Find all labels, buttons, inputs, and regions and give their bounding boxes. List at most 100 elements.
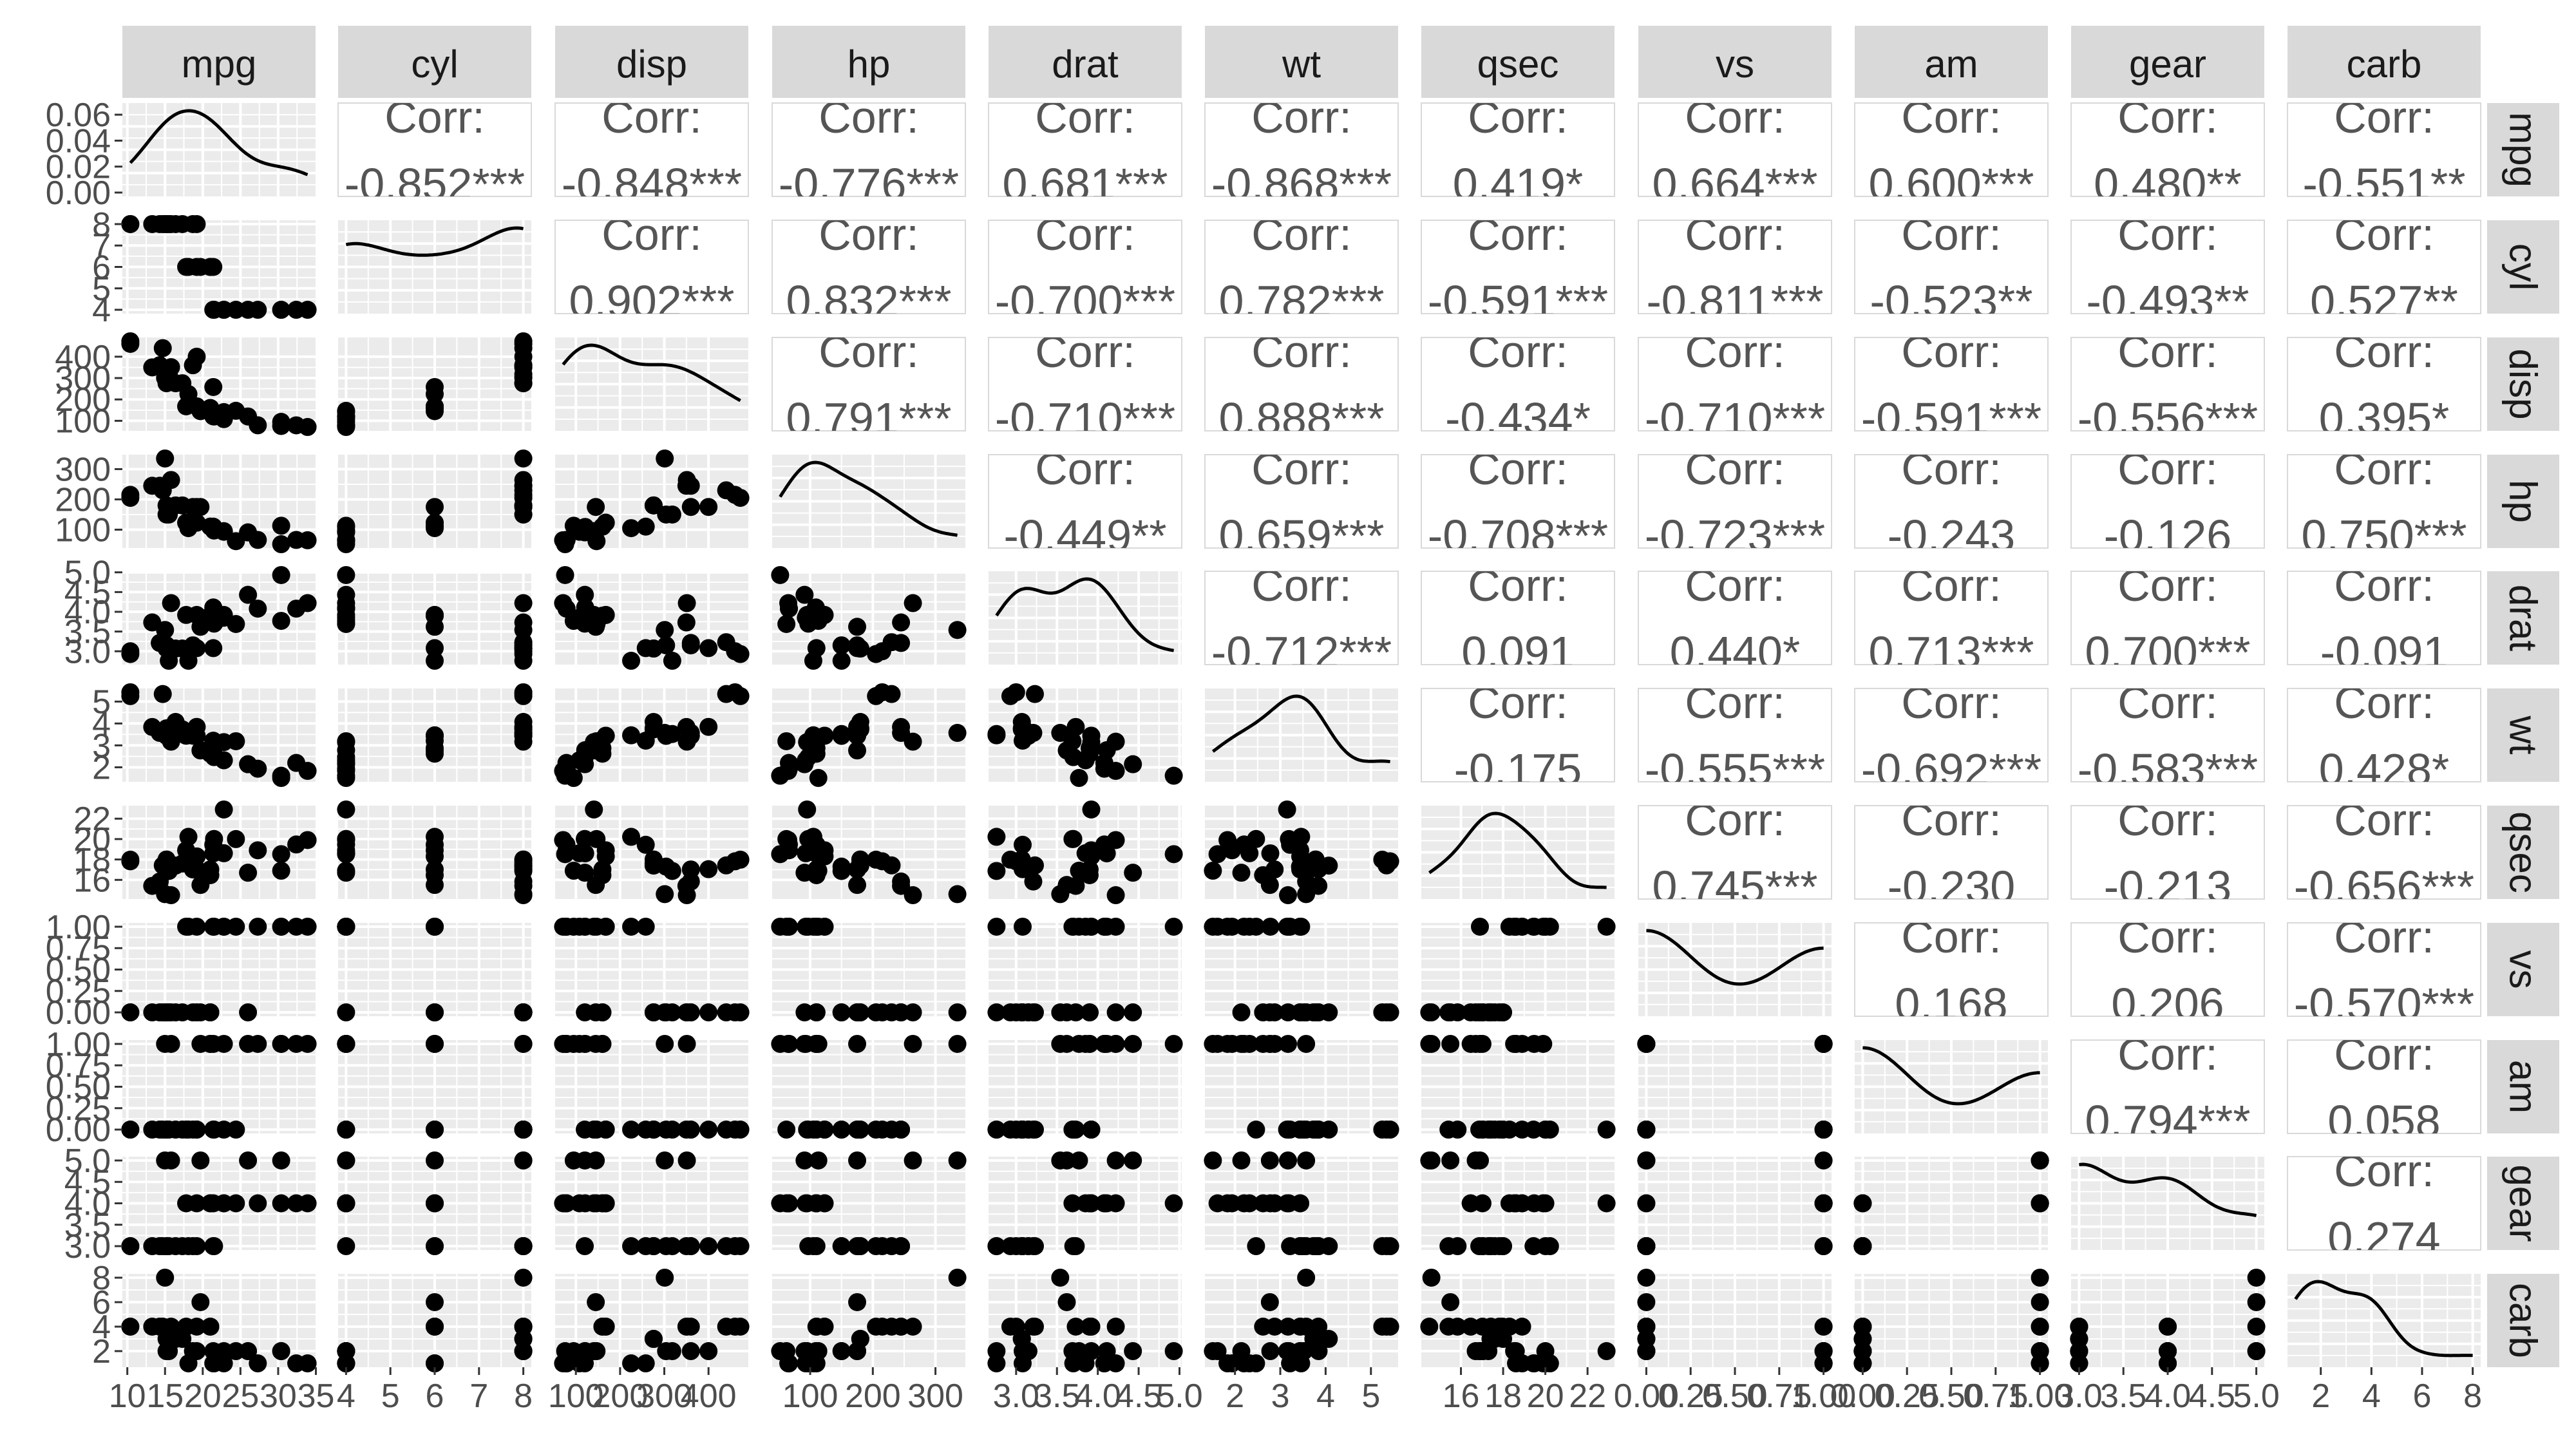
strip-right-cyl: cyl [2487, 220, 2559, 314]
point-hp-drat [777, 615, 796, 634]
corr-value-carb-qsec: -0.656*** [2294, 862, 2474, 912]
panel-vs-hp [771, 917, 967, 1022]
corr-panel-border [1421, 102, 1615, 197]
corr-panel-border [2287, 454, 2481, 549]
point-cyl-qsec [426, 828, 444, 846]
strip-label-mpg: mpg [2502, 112, 2545, 187]
point-mpg-drat [249, 600, 267, 618]
point-vs-am [1637, 1121, 1656, 1139]
point-hp-gear [848, 1151, 867, 1170]
corr-panel-border [1421, 688, 1615, 782]
corr-panel-border [1638, 220, 1832, 314]
point-qsec-carb [1513, 1318, 1531, 1336]
point-mpg-am [205, 1121, 223, 1139]
point-wt-qsec [1291, 841, 1309, 860]
point-mpg-hp [156, 449, 175, 468]
point-hp-gear [904, 1151, 922, 1170]
point-disp-hp [699, 498, 718, 516]
corr-label: Corr: [1251, 444, 1352, 494]
corr-panel-border [988, 102, 1182, 197]
panel-drat-carb: Corr: -0.091 [2287, 571, 2481, 665]
point-drat-wt [1164, 766, 1183, 785]
point-wt-am [1204, 1034, 1222, 1053]
point-wt-am [1278, 1034, 1297, 1053]
x-tick-label: 16 [1443, 1378, 1480, 1415]
point-mpg-carb [157, 1342, 176, 1361]
y-tick-label: 4.0 [64, 1186, 111, 1223]
point-mpg-wt [153, 685, 172, 703]
point-drat-gear [1063, 1194, 1082, 1213]
point-hp-gear [948, 1151, 967, 1170]
panel-vs-mpg [121, 917, 317, 1022]
point-disp-vs [587, 1003, 605, 1022]
point-mpg-wt [298, 762, 317, 781]
point-mpg-cyl [204, 301, 223, 319]
point-vs-carb [1637, 1268, 1656, 1287]
point-wt-am [1247, 1121, 1265, 1139]
panel-vs-drat [987, 917, 1183, 1022]
point-drat-am [1013, 1121, 1032, 1139]
point-am-carb [2031, 1268, 2049, 1287]
point-disp-hp [656, 449, 674, 468]
point-cyl-carb [426, 1318, 444, 1336]
corr-panel-border [1204, 102, 1399, 197]
point-hp-wt [848, 741, 867, 760]
point-qsec-vs [1441, 1003, 1460, 1022]
corr-value-wt-hp: 0.659*** [1219, 511, 1385, 561]
point-wt-carb [1309, 1318, 1328, 1336]
point-disp-drat [663, 652, 681, 670]
point-drat-qsec [1064, 829, 1083, 848]
point-hp-gear [809, 1151, 828, 1170]
corr-panel-border [1638, 337, 1832, 431]
point-hp-qsec [806, 844, 825, 863]
corr-panel-border [2287, 571, 2481, 665]
point-hp-drat [809, 612, 828, 630]
point-hp-drat [882, 633, 901, 652]
point-disp-gear [564, 1151, 583, 1170]
point-mpg-gear [191, 1151, 210, 1170]
point-drat-gear [1124, 1151, 1142, 1170]
y-tick-label: 2 [92, 1333, 111, 1370]
strip-right-carb: carb [2487, 1274, 2559, 1367]
panel-hp-mpg [121, 449, 317, 554]
point-wt-gear [1247, 1237, 1265, 1256]
strip-background [2287, 26, 2481, 98]
corr-panel-border [2070, 454, 2265, 549]
density-curve-hp [779, 460, 958, 537]
panel-hp-disp [554, 449, 750, 554]
strip-label-vs: vs [2502, 951, 2545, 989]
point-disp-carb [699, 1342, 718, 1361]
point-gear-carb [2070, 1342, 2088, 1361]
point-mpg-drat [177, 605, 196, 624]
point-disp-drat [576, 585, 594, 604]
corr-panel-border [2287, 805, 2481, 900]
y-tick-label: 7 [92, 227, 111, 265]
panel-hp-hp [772, 455, 965, 548]
point-gear-carb [2247, 1293, 2266, 1311]
point-disp-carb [644, 1330, 663, 1349]
panel-cyl-wt: Corr: 0.782*** [1204, 220, 1399, 314]
point-cyl-drat [337, 598, 355, 617]
point-wt-qsec [1265, 860, 1284, 879]
point-hp-wt [892, 717, 911, 736]
panel-wt-hp [771, 683, 967, 788]
corr-label: Corr: [1035, 209, 1135, 260]
point-drat-qsec [1164, 845, 1183, 864]
strip-background [1855, 26, 2048, 98]
point-cyl-qsec [514, 860, 533, 878]
density-curve-vs [1646, 929, 1824, 986]
x-tick-label: 6 [426, 1378, 444, 1415]
corr-panel-border [1854, 102, 2049, 197]
point-wt-vs [1223, 917, 1242, 936]
corr-label: Corr: [1251, 327, 1352, 377]
panel-cyl-hp: Corr: 0.832*** [772, 220, 966, 314]
panel-mpg-gear: Corr: 0.480** [2070, 102, 2265, 197]
panel-gear-hp [771, 1151, 967, 1256]
point-vs-am [1637, 1034, 1656, 1053]
point-wt-gear [1291, 1237, 1309, 1256]
panel-carb-wt [1204, 1268, 1399, 1373]
y-tick-label: 6 [92, 249, 111, 287]
strip-top-wt: wt [1205, 26, 1398, 98]
